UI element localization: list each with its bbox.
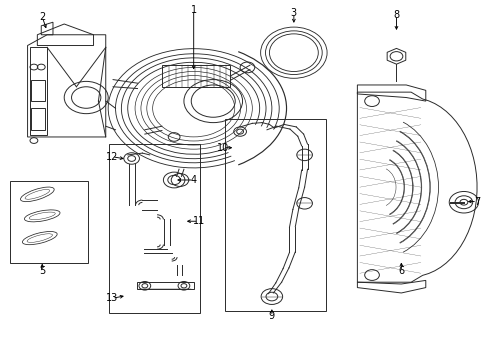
Text: 13: 13 [106,293,118,303]
Circle shape [297,198,313,209]
Circle shape [297,149,313,161]
Text: 7: 7 [474,197,480,207]
Text: 3: 3 [291,8,297,18]
Text: 1: 1 [191,5,197,15]
Text: 8: 8 [393,10,399,20]
Text: 11: 11 [193,216,205,226]
Text: 9: 9 [269,311,275,321]
Text: 12: 12 [106,152,118,162]
Text: 10: 10 [217,143,229,153]
Text: 2: 2 [39,12,46,22]
Text: 4: 4 [191,175,197,185]
Text: 5: 5 [39,266,46,276]
Text: 6: 6 [398,266,404,276]
